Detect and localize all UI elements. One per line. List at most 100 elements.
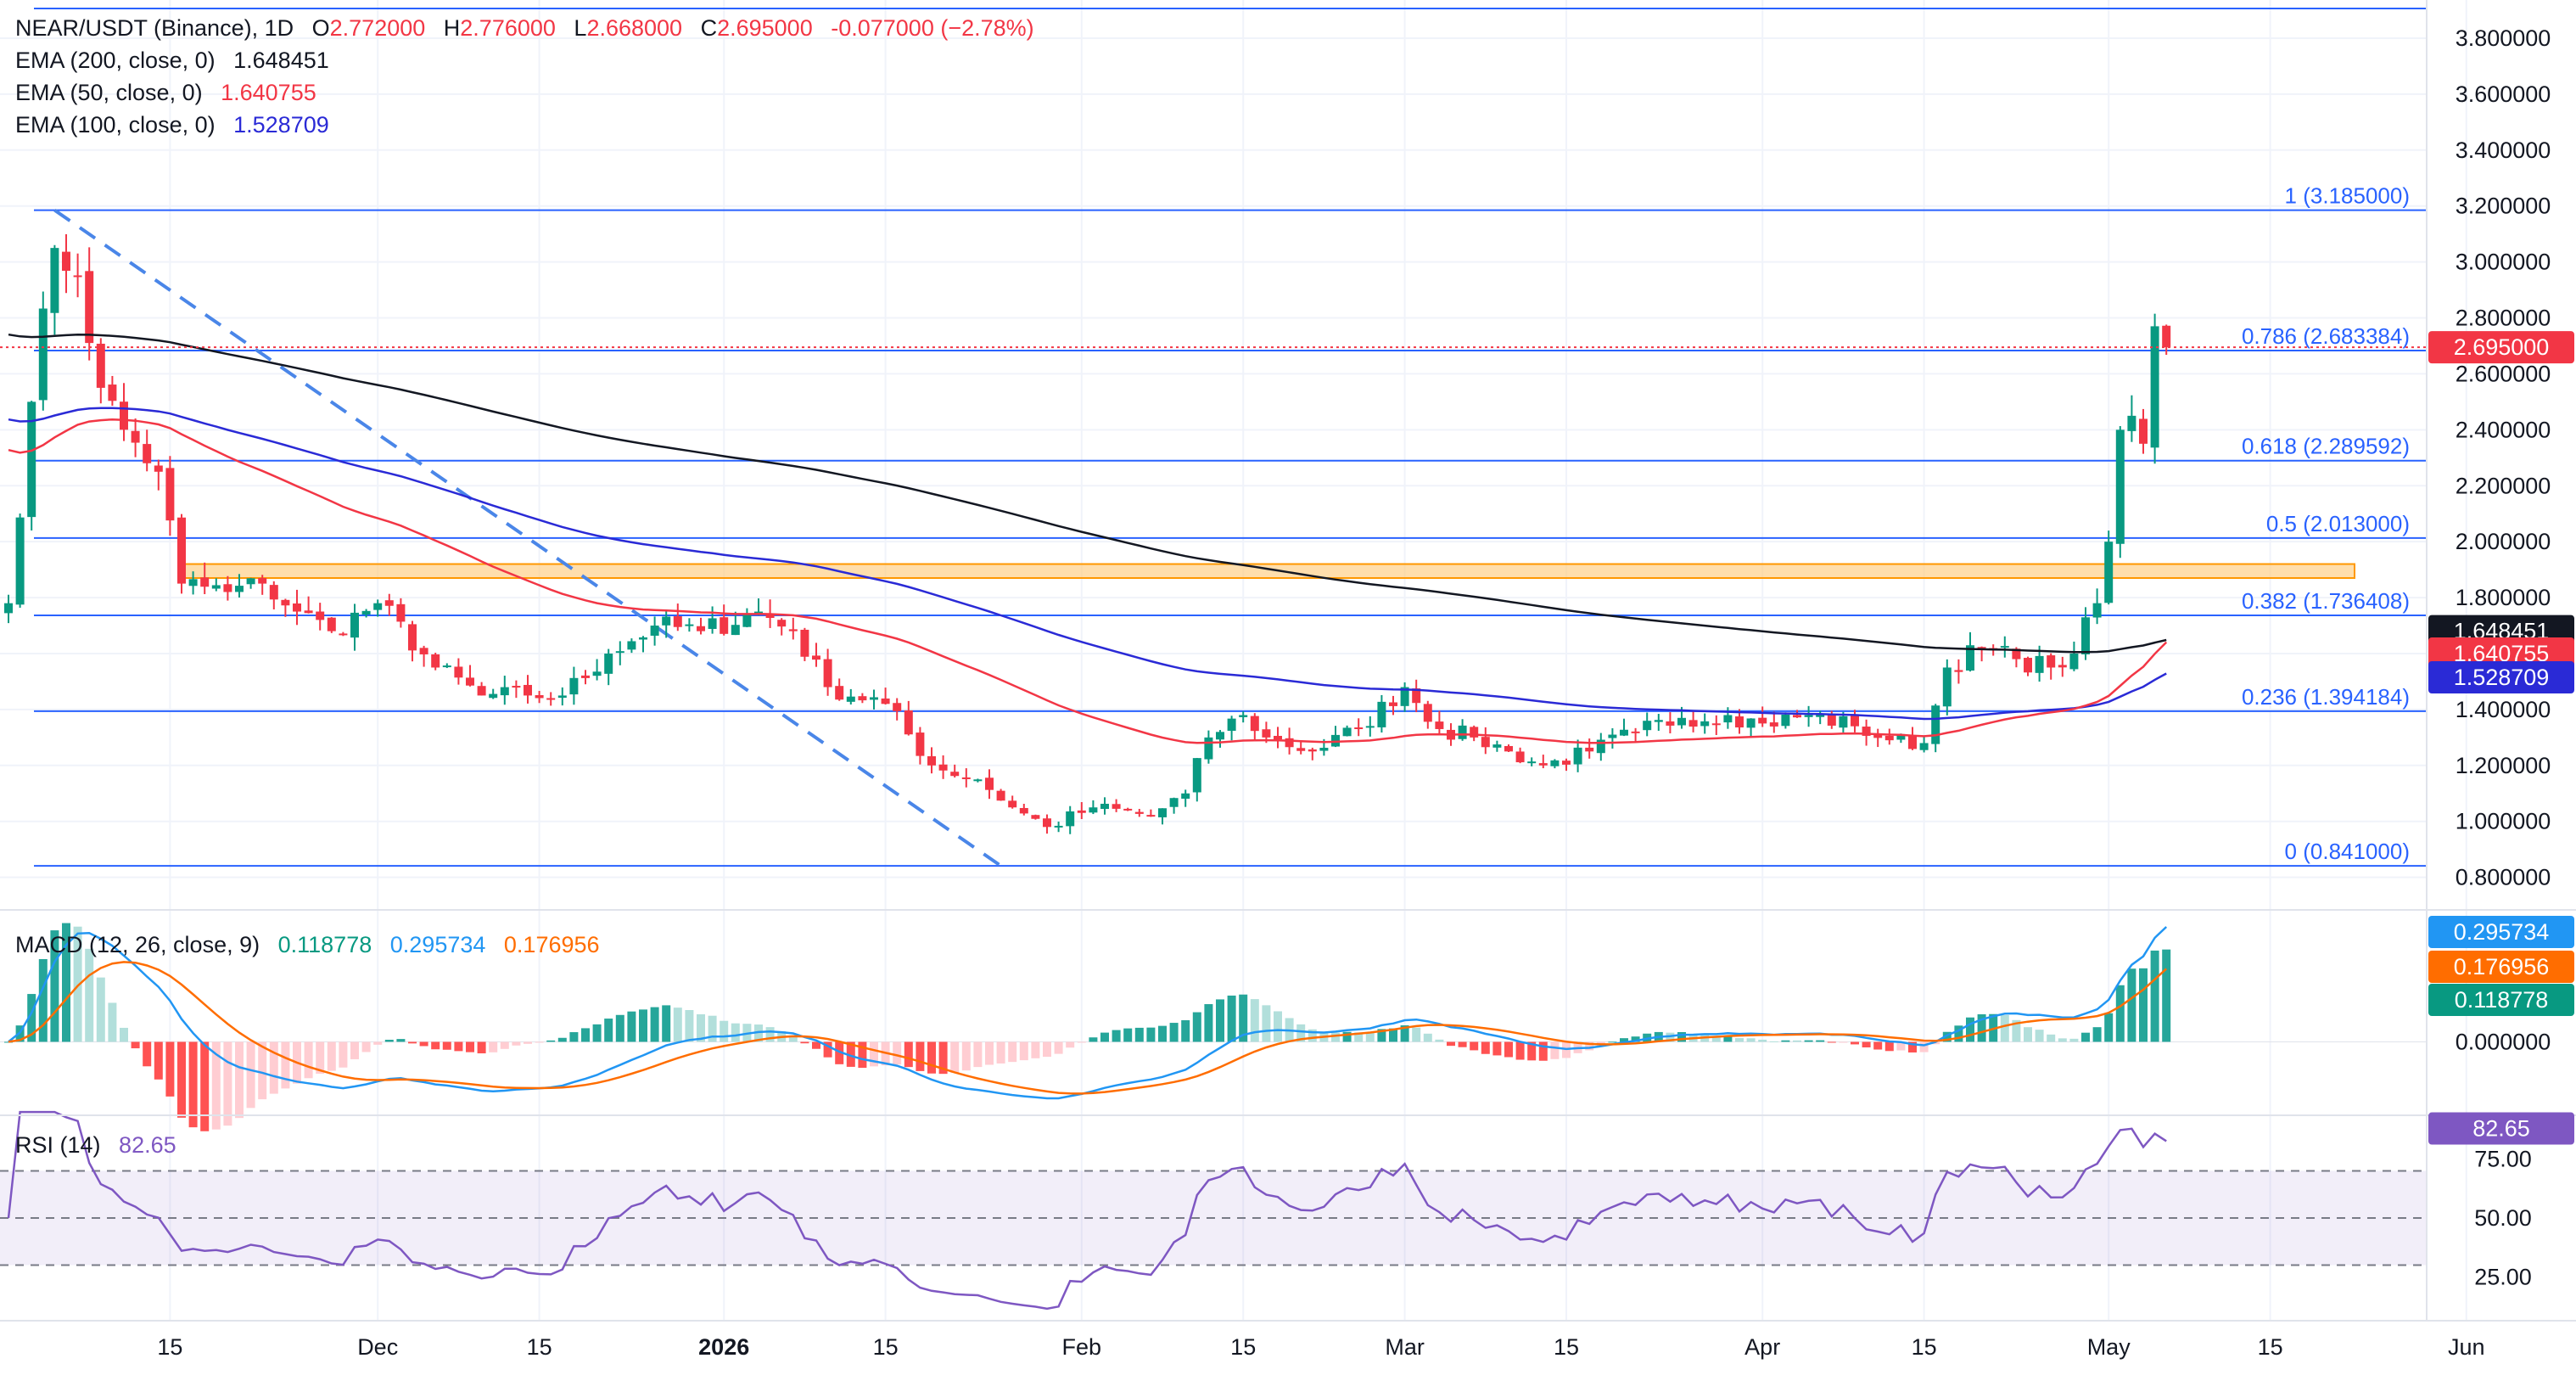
macd-histogram-bar <box>650 1007 659 1042</box>
macd-histogram-bar <box>1412 1027 1421 1042</box>
macd-histogram-bar <box>961 1041 971 1071</box>
price-tick-label: 2.400000 <box>2456 417 2551 442</box>
candle-body <box>2035 655 2044 673</box>
macd-histogram-bar <box>1077 1041 1086 1043</box>
macd-histogram-bar <box>1458 1041 1467 1047</box>
macd-histogram-bar <box>1677 1031 1686 1042</box>
macd-histogram-bar <box>154 1041 163 1080</box>
ema50-label: EMA (50, close, 0) <box>15 80 203 105</box>
macd-histogram-bar <box>2115 985 2125 1042</box>
macd-histogram-bar <box>1839 1041 1848 1043</box>
macd-histogram-bar <box>639 1009 647 1042</box>
candle-body <box>1596 739 1605 754</box>
candle-body <box>1377 701 1386 727</box>
ema100-line <box>8 407 2167 721</box>
macd-histogram-bar <box>281 1041 290 1089</box>
macd-histogram-bar <box>2012 1019 2021 1042</box>
candle-body <box>327 617 336 631</box>
macd-histogram-bar <box>1054 1041 1063 1054</box>
candle-body <box>1112 804 1121 809</box>
macd-histogram-bar <box>62 923 70 1042</box>
trendline <box>53 208 1002 867</box>
macd-histogram-bar <box>2035 1030 2044 1042</box>
candle-body <box>1412 688 1421 704</box>
candle-body <box>1654 720 1663 722</box>
macd-histogram-bar <box>1851 1041 1859 1045</box>
candle-body <box>350 612 359 638</box>
macd-histogram-bar <box>1746 1038 1756 1042</box>
macd-histogram-bar <box>2104 1013 2114 1042</box>
candle-body <box>1793 715 1801 718</box>
macd-histogram-bar <box>1447 1041 1455 1047</box>
candle-body <box>858 696 867 701</box>
candle-body <box>316 611 325 620</box>
macd-signal-line <box>8 961 2168 1095</box>
candle-body <box>442 665 451 668</box>
ema100-label: EMA (100, close, 0) <box>15 112 216 138</box>
price-tick-label: 0.800000 <box>2456 865 2551 890</box>
candle-body <box>765 613 775 618</box>
candle-body <box>2127 415 2136 431</box>
price-tag-text: 2.695000 <box>2454 334 2550 360</box>
macd-histogram-bar <box>442 1041 451 1050</box>
candle-body <box>662 616 671 626</box>
candle-body <box>1066 811 1075 827</box>
candle-body <box>1896 733 1906 740</box>
candle-body <box>697 626 705 631</box>
candle-body <box>165 468 175 521</box>
macd-histogram-bar <box>1123 1028 1133 1042</box>
macd-histogram-bar <box>546 1040 556 1042</box>
price-tick-label: 1.800000 <box>2456 585 2551 610</box>
candle-body <box>281 599 290 606</box>
candle-body <box>293 603 301 612</box>
rsi-band <box>0 1170 2427 1266</box>
macd-histogram-bar <box>1862 1041 1871 1048</box>
time-tick-label: Apr <box>1744 1334 1780 1360</box>
macd-tick-label: 0.000000 <box>2456 1029 2551 1054</box>
candle-body <box>384 600 394 606</box>
price-tick-label: 1.400000 <box>2456 697 2551 722</box>
candle-body <box>431 654 440 668</box>
time-tick-label: 15 <box>157 1334 182 1360</box>
macd-histogram-bar <box>1089 1037 1098 1042</box>
macd-histogram-bar <box>627 1011 636 1042</box>
time-tick-label: 15 <box>873 1334 899 1360</box>
fib-label: 0.382 (1.736408) <box>2242 588 2410 614</box>
macd-histogram-bar <box>604 1019 613 1042</box>
time-axis[interactable]: 15 Dec 15 2026 15 Feb 15 Mar 15 Apr 15 May 15 Jun <box>157 1334 2484 1360</box>
macd-histogram-bar <box>177 1041 186 1118</box>
candle-body <box>1851 716 1859 727</box>
macd-histogram-bar <box>1227 995 1236 1042</box>
macd-histogram-bar <box>339 1041 348 1068</box>
candle-body <box>870 697 878 700</box>
macd-histogram-bar <box>708 1015 717 1042</box>
candle-body <box>754 611 763 614</box>
candle-body <box>1515 751 1525 763</box>
macd-histogram-bar <box>1250 999 1259 1042</box>
macd-histogram-bar <box>1816 1040 1825 1042</box>
candle-body <box>200 577 210 587</box>
macd-histogram-bar <box>120 1027 128 1042</box>
macd-histogram-bar <box>419 1041 428 1047</box>
candle-body <box>800 629 809 657</box>
candle-body <box>131 430 140 443</box>
candle-body <box>1008 800 1017 808</box>
low-label: L <box>574 15 587 41</box>
macd-histogram-bar <box>431 1041 440 1050</box>
time-tick-label: Mar <box>1385 1334 1425 1360</box>
price-tag-text: 0.118778 <box>2455 987 2549 1013</box>
candle-body <box>454 666 463 678</box>
candle-body <box>916 732 925 756</box>
candle-body <box>304 610 313 614</box>
macd-histogram-bar <box>489 1041 498 1052</box>
candle-body <box>1919 743 1929 750</box>
time-tick-label: 15 <box>1230 1334 1256 1360</box>
candle-body <box>1389 702 1397 706</box>
macd-histogram-bar <box>835 1041 844 1064</box>
support-zone-rect <box>181 563 2355 580</box>
macd-histogram-bar <box>1827 1041 1836 1043</box>
candle-body <box>211 585 221 589</box>
candle-body <box>1931 705 1940 744</box>
macd-histogram-bar <box>396 1039 406 1042</box>
